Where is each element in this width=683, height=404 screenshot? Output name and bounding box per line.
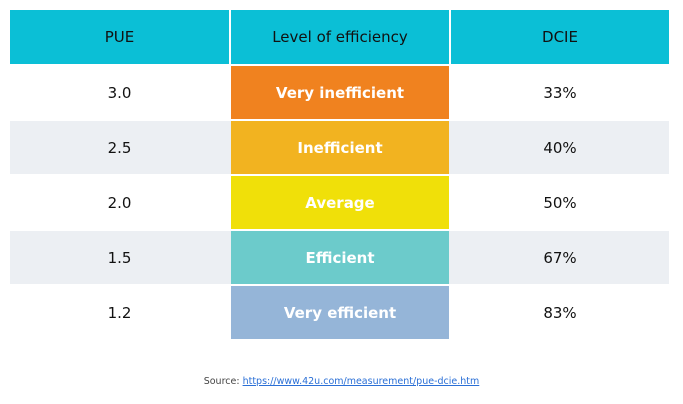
- header-cell: PUE: [10, 10, 229, 64]
- source-label: Source:: [203, 376, 240, 387]
- source-link[interactable]: https://www.42u.com/measurement/pue-dcie…: [242, 376, 480, 387]
- value-cell: 83%: [543, 303, 577, 322]
- level-cell: Very efficient: [231, 286, 449, 339]
- value-cell: 50%: [543, 193, 577, 212]
- level-cell: Very inefficient: [231, 66, 449, 119]
- level-cell: Average: [231, 176, 449, 229]
- value-cell: 67%: [543, 248, 577, 267]
- header-cell: DCIE: [451, 10, 669, 64]
- value-cell: 2.5: [107, 138, 132, 157]
- header-cell: Level of efficiency: [231, 10, 449, 64]
- source: Source: https://www.42u.com/measurement/…: [0, 376, 683, 387]
- value-cell: 1.5: [107, 248, 132, 267]
- level-cell: Efficient: [231, 231, 449, 284]
- value-cell: 40%: [543, 138, 577, 157]
- value-cell: 1.2: [107, 303, 132, 322]
- value-cell: 33%: [543, 83, 577, 102]
- level-cell: Inefficient: [231, 121, 449, 174]
- value-cell: 3.0: [107, 83, 132, 102]
- value-cell: 2.0: [107, 193, 132, 212]
